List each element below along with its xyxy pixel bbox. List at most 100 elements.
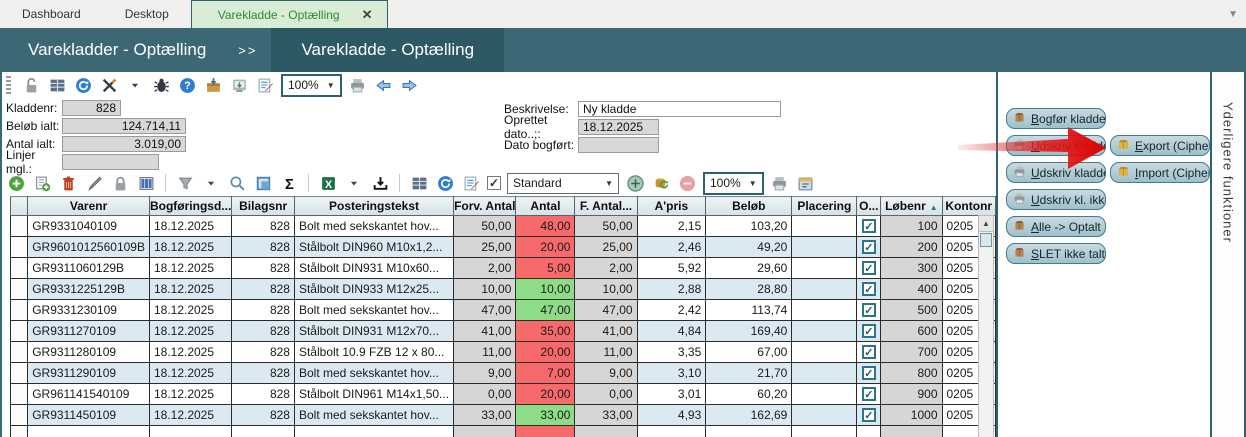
button-udskriv-kladde[interactable]: Udskriv kladde xyxy=(1006,135,1106,156)
cell-belob[interactable]: 28,80 xyxy=(705,278,793,300)
cell-lobenr[interactable]: 800 xyxy=(880,362,943,384)
cell-opt[interactable]: ✓ xyxy=(856,404,882,426)
lock-icon[interactable] xyxy=(110,173,130,193)
cell-tekst[interactable]: Bolt med sekskantet hov... xyxy=(293,362,455,384)
cell-lobenr[interactable]: 1000 xyxy=(880,404,943,426)
scrollbar-thumb[interactable] xyxy=(980,233,992,247)
function-panel-title-strip[interactable]: Yderligere funktioner xyxy=(1210,72,1246,437)
optalt-checkbox[interactable]: ✓ xyxy=(861,261,876,275)
cell-fantal[interactable]: 0,00 xyxy=(574,383,638,405)
cell-apris[interactable]: 2,42 xyxy=(636,299,707,321)
optalt-checkbox[interactable]: ✓ xyxy=(861,324,876,338)
window-zoom-combo[interactable]: 100% ▼ xyxy=(281,73,342,97)
cell-fantal[interactable] xyxy=(574,425,638,437)
column-header-tekst[interactable]: Posteringstekst xyxy=(293,196,455,216)
column-header-placering[interactable]: Placering xyxy=(791,196,858,216)
cell-tekst[interactable]: Bolt med sekskantet hov... xyxy=(293,299,455,321)
cell-apris[interactable]: 3,01 xyxy=(636,383,707,405)
cell-antal[interactable]: 33,00 xyxy=(515,404,576,426)
button-import-cipherla[interactable]: Import (CipherLa xyxy=(1110,162,1210,183)
cell-lobenr[interactable]: 400 xyxy=(880,278,943,300)
cell-lobenr[interactable]: 500 xyxy=(880,299,943,321)
cell-fantal[interactable]: 2,00 xyxy=(574,257,638,279)
remove-circle-icon[interactable] xyxy=(677,173,697,193)
cell-lobenr[interactable]: 100 xyxy=(880,215,943,237)
cell-varenr[interactable]: GR9311060129B xyxy=(27,257,150,279)
cell-forv[interactable]: 0,00 xyxy=(453,383,517,405)
cell-dato[interactable] xyxy=(148,425,233,437)
cell-varenr[interactable] xyxy=(27,425,150,437)
delete-icon[interactable] xyxy=(58,173,78,193)
cell-belob[interactable] xyxy=(705,425,793,437)
cell-varenr[interactable]: GR961141540109 xyxy=(27,383,150,405)
search-icon[interactable] xyxy=(227,173,247,193)
cell-varenr[interactable]: GR9331230109 xyxy=(27,299,150,321)
button-udskriv-kladde-g[interactable]: Udskriv kladde g xyxy=(1006,162,1106,183)
cell-fantal[interactable]: 11,00 xyxy=(574,341,638,363)
cell-forv[interactable]: 33,00 xyxy=(453,404,517,426)
cell-varenr[interactable]: GR9601012560109B xyxy=(27,236,150,258)
cell-forv[interactable]: 11,00 xyxy=(453,341,517,363)
cell-antal[interactable]: 35,00 xyxy=(515,320,576,342)
edit-notes-icon[interactable] xyxy=(461,173,481,193)
cell-opt[interactable]: ✓ xyxy=(856,236,882,258)
optalt-checkbox[interactable]: ✓ xyxy=(861,240,876,254)
cell-antal[interactable]: 5,00 xyxy=(515,257,576,279)
cell-tekst[interactable]: Stålbolt DIN961 M14x1,50... xyxy=(293,383,455,405)
cell-antal[interactable]: 20,00 xyxy=(515,341,576,363)
cell-lobenr[interactable]: 300 xyxy=(880,257,943,279)
add-icon[interactable] xyxy=(6,173,26,193)
cell-tekst[interactable]: Bolt med sekskantet hov... xyxy=(293,215,455,237)
cell-dato[interactable]: 18.12.2025 xyxy=(148,236,233,258)
linjer-mgl-field[interactable] xyxy=(62,153,159,170)
cell-varenr[interactable]: GR9311290109 xyxy=(27,362,150,384)
cell-placering[interactable] xyxy=(791,383,858,405)
cell-placering[interactable] xyxy=(791,320,858,342)
cell-placering[interactable] xyxy=(791,278,858,300)
table-icon[interactable] xyxy=(409,173,429,193)
cell-apris[interactable]: 2,88 xyxy=(636,278,707,300)
cell-antal[interactable]: 48,00 xyxy=(515,215,576,237)
nav-forward-icon[interactable] xyxy=(400,75,420,95)
cell-placering[interactable] xyxy=(791,341,858,363)
archive-icon[interactable] xyxy=(203,75,223,95)
cell-opt[interactable]: ✓ xyxy=(856,362,882,384)
cell-dato[interactable]: 18.12.2025 xyxy=(148,215,233,237)
cell-forv[interactable]: 41,00 xyxy=(453,320,517,342)
cell-lobenr[interactable] xyxy=(880,425,943,437)
cell-varenr[interactable]: GR9331040109 xyxy=(27,215,150,237)
snapshot-icon[interactable] xyxy=(229,75,249,95)
cell-apris[interactable] xyxy=(636,425,707,437)
cell-bilagsnr[interactable]: 828 xyxy=(231,215,295,237)
grid-row[interactable]: GR961141540109 18.12.2025 828 Stålbolt DIN9… xyxy=(9,383,996,405)
cell-opt[interactable]: ✓ xyxy=(856,320,882,342)
cell-apris[interactable]: 5,92 xyxy=(636,257,707,279)
bug-icon[interactable] xyxy=(151,75,171,95)
cell-apris[interactable]: 4,93 xyxy=(636,404,707,426)
button-slet-ikke-talte-li[interactable]: SLET ikke talte li xyxy=(1006,243,1106,264)
cell-opt[interactable] xyxy=(856,425,882,437)
breadcrumb-active-varekladde[interactable]: Varekladde - Optælling xyxy=(271,28,505,72)
tab-dashboard[interactable]: Dashboard xyxy=(0,0,103,28)
grid-row[interactable]: GR9601012560109B 18.12.2025 828 Stålbolt DI… xyxy=(9,236,996,258)
dropdown-caret-icon[interactable] xyxy=(344,173,364,193)
optalt-checkbox[interactable]: ✓ xyxy=(861,219,876,233)
cell-placering[interactable] xyxy=(791,257,858,279)
grid-vertical-scrollbar[interactable]: ▲ xyxy=(978,215,994,437)
cell-forv[interactable]: 50,00 xyxy=(453,215,517,237)
cell-fantal[interactable]: 25,00 xyxy=(574,236,638,258)
calendar-icon[interactable] xyxy=(796,173,816,193)
cell-tekst[interactable]: Stålbolt 10.9 FZB 12 x 80... xyxy=(293,341,455,363)
cell-belob[interactable]: 60,20 xyxy=(705,383,793,405)
cell-bilagsnr[interactable] xyxy=(231,425,295,437)
cell-dato[interactable]: 18.12.2025 xyxy=(148,299,233,321)
grid-row[interactable]: GR9311270109 18.12.2025 828 Stålbolt DIN931… xyxy=(9,320,996,342)
cell-belob[interactable]: 169,40 xyxy=(705,320,793,342)
column-header-forv[interactable]: Forv. Antal xyxy=(453,196,517,216)
cell-varenr[interactable]: GR9311270109 xyxy=(27,320,150,342)
tools-icon[interactable] xyxy=(99,75,119,95)
cell-placering[interactable] xyxy=(791,425,858,437)
cell-forv[interactable]: 10,00 xyxy=(453,278,517,300)
excel-icon[interactable]: X xyxy=(318,173,338,193)
cell-bilagsnr[interactable]: 828 xyxy=(231,257,295,279)
